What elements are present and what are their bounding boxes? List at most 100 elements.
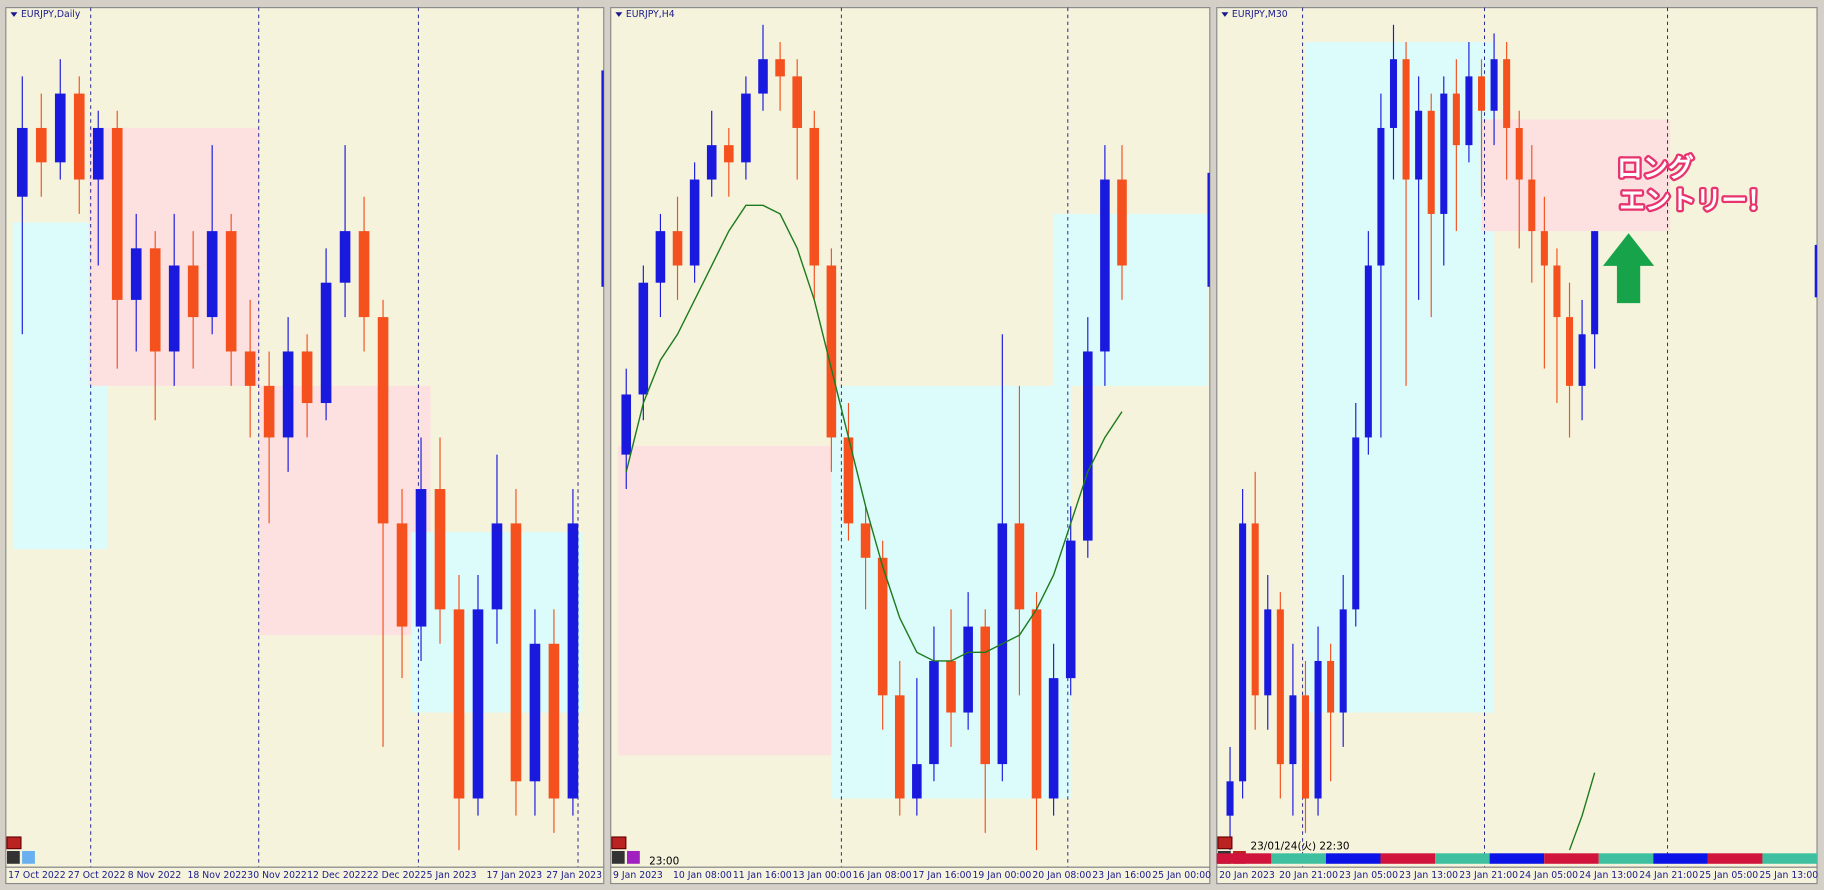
x-tick-label: 25 Jan 05:00 — [1699, 870, 1758, 881]
x-tick-label: 22 Dec 2022 — [367, 870, 426, 881]
chart-panel: EURJPY,Daily 17 Oct 2022 27 Oct 2022 8 Nov … — [5, 7, 605, 885]
x-tick-label: 16 Jan 08:00 — [853, 870, 912, 881]
moving-average — [1568, 772, 1596, 851]
candle-body — [1553, 265, 1561, 318]
title-triangle — [1221, 12, 1229, 17]
candle-body — [377, 317, 389, 524]
candle-body — [1427, 110, 1435, 214]
candle-body — [672, 231, 683, 266]
candle-body — [877, 557, 888, 696]
signal-bar — [1762, 853, 1818, 864]
zone — [1053, 213, 1208, 386]
zone — [617, 446, 849, 756]
scroll-marker — [601, 70, 604, 287]
candle-body — [1465, 76, 1473, 146]
candle-body — [1083, 351, 1093, 541]
x-tick-label: 17 Oct 2022 — [8, 870, 65, 881]
candle-body — [1117, 179, 1127, 266]
candle-body — [1377, 127, 1385, 266]
candle-body — [1528, 179, 1536, 232]
candle-body — [843, 437, 854, 524]
candle-body — [282, 351, 294, 438]
signal-bar — [1707, 853, 1763, 864]
candle-body — [1339, 609, 1347, 713]
x-tick-label: 9 Jan 2023 — [613, 870, 663, 881]
candle-body — [860, 523, 871, 558]
candle-body — [929, 660, 939, 765]
candle-body — [1452, 93, 1460, 146]
candle-body — [1503, 59, 1511, 128]
signal-bar — [1653, 853, 1708, 864]
candle-body — [73, 93, 85, 180]
x-tick-label: 5 Jan 2023 — [427, 870, 477, 881]
signal-bar — [1325, 853, 1381, 864]
candle-body — [638, 282, 649, 395]
chart-title: EURJPY,H4 — [626, 9, 675, 20]
candle-body — [1264, 609, 1272, 696]
candle-body — [130, 248, 142, 300]
candle-body — [548, 643, 560, 799]
candle-body — [775, 59, 785, 77]
chart-panel: EURJPY,H4 23:00 9 Jan 2023 10 Jan 08:00 11 J… — [610, 7, 1211, 885]
candle-body — [826, 265, 837, 438]
candle-body — [301, 351, 313, 404]
signal-bar — [1598, 853, 1654, 864]
zone — [1305, 41, 1495, 713]
candle-body — [1226, 781, 1234, 816]
x-tick-label: 11 Jan 16:00 — [733, 870, 792, 881]
candle-body — [741, 93, 751, 163]
chart-title: EURJPY,M30 — [1232, 9, 1288, 20]
signal-bar — [1544, 853, 1599, 864]
candle-body — [320, 282, 332, 404]
candle-body — [491, 523, 503, 610]
x-tick-label: 24 Jan 13:00 — [1579, 870, 1638, 881]
title-triangle — [615, 12, 623, 17]
annotation: ロング — [1617, 153, 1694, 183]
signal-bar — [1216, 853, 1272, 864]
candle-body — [415, 489, 427, 627]
signal-bar — [1271, 853, 1326, 864]
up-arrow — [1602, 233, 1655, 304]
candle-body — [1065, 540, 1076, 679]
x-tick-label: 20 Jan 2023 — [1219, 870, 1275, 881]
candle-body — [168, 265, 180, 352]
candle-body — [244, 351, 256, 386]
candle-body — [1276, 609, 1284, 765]
x-tick-label: 24 Jan 05:00 — [1519, 870, 1578, 881]
candle-body — [621, 394, 632, 455]
x-tick-label: 25 Jan 13:00 — [1759, 870, 1818, 881]
candle-body — [758, 59, 768, 94]
candle-body — [655, 231, 666, 283]
candle-body — [706, 145, 717, 180]
candle-body — [1477, 76, 1486, 111]
annotation: エントリー！ — [1619, 186, 1772, 216]
candle-body — [434, 489, 446, 610]
scroll-marker — [1814, 244, 1818, 298]
chart-title: EURJPY,Daily — [21, 9, 81, 20]
x-tick-label: 18 Nov 2022 — [188, 870, 248, 881]
candle-body — [963, 626, 973, 713]
candle-body — [187, 265, 199, 318]
moving-average — [625, 204, 1123, 662]
signal-bar — [1489, 853, 1545, 864]
x-tick-label: 12 Dec 2022 — [307, 870, 366, 881]
candle-body — [980, 626, 991, 765]
candle-body — [724, 145, 734, 163]
candle-body — [263, 385, 275, 438]
x-tick-label: 25 Jan 00:00 — [1152, 870, 1211, 881]
date-axis — [1216, 866, 1818, 885]
candle-body — [396, 523, 408, 627]
x-tick-label: 17 Jan 16:00 — [913, 870, 972, 881]
candle-body — [689, 179, 700, 266]
candle-body — [1515, 127, 1523, 180]
candle-body — [1327, 660, 1335, 713]
candle-body — [1402, 59, 1410, 180]
candle-body — [54, 93, 66, 163]
candle-body — [912, 764, 922, 799]
candle-body — [1014, 523, 1025, 610]
x-tick-label: 23 Jan 21:00 — [1459, 870, 1518, 881]
x-tick-label: 17 Jan 2023 — [486, 870, 542, 881]
